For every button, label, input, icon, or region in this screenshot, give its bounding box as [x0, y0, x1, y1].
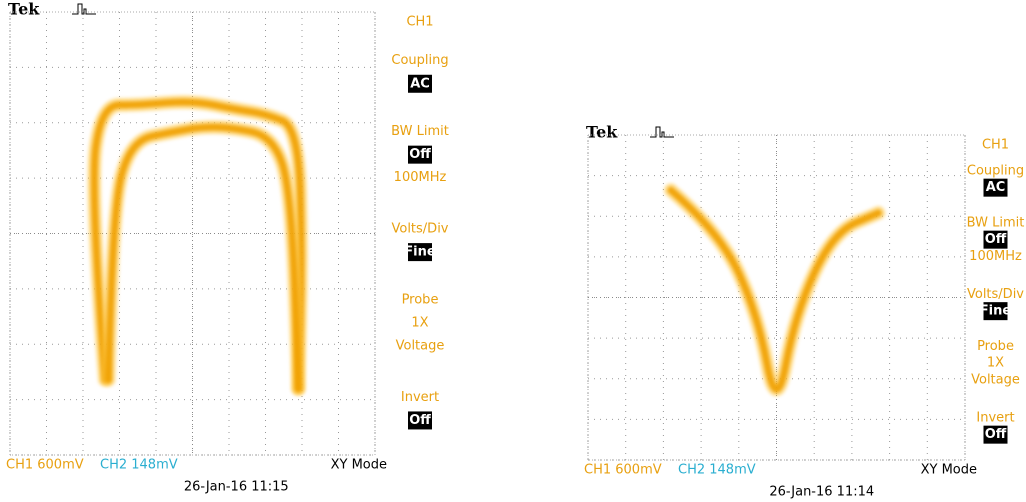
menu-label: Invert	[976, 410, 1014, 425]
menu-value: Fine	[404, 245, 436, 260]
menu-label: Coupling	[967, 163, 1024, 178]
menu-label: Coupling	[391, 53, 448, 68]
screen-bg	[0, 0, 465, 500]
menu-value: AC	[410, 76, 430, 91]
menu-value: Off	[409, 413, 431, 428]
display-mode: XY Mode	[331, 458, 387, 473]
menu-label: Probe	[402, 292, 439, 307]
menu-detail: 100MHz	[394, 170, 447, 185]
menu-label: Invert	[401, 390, 439, 405]
menu-label: Volts/Div	[967, 287, 1024, 302]
menu-value: Fine	[980, 304, 1012, 319]
menu-detail: 100MHz	[969, 249, 1022, 264]
timestamp: 26-Jan-16 11:15	[184, 480, 289, 495]
brand: Tek	[586, 123, 618, 142]
menu-detail: Voltage	[971, 373, 1020, 388]
menu-label: Probe	[977, 339, 1014, 354]
menu-label: Volts/Div	[391, 222, 448, 237]
scope-screen: Tek CH1 Coupling AC BW Limit Off 100MHz Volts/D…	[0, 0, 465, 500]
menu-label: BW Limit	[967, 215, 1025, 230]
menu-value: Off	[985, 232, 1007, 247]
menu-detail: 1X	[411, 315, 428, 330]
menu-label: BW Limit	[391, 124, 449, 139]
ch2-scale: CH2 148mV	[100, 458, 178, 473]
channel-label: CH1	[982, 138, 1009, 153]
menu-detail: 1X	[987, 356, 1004, 371]
channel-label: CH1	[406, 15, 433, 30]
timestamp: 26-Jan-16 11:14	[769, 485, 874, 500]
ch2-scale: CH2 148mV	[678, 463, 756, 478]
brand: Tek	[8, 0, 40, 19]
page: Tek CH1 Coupling AC BW Limit Off 100MHz Volts/D…	[0, 0, 1026, 502]
menu-value: Off	[409, 147, 431, 162]
ch1-scale: CH1 600mV	[584, 463, 662, 478]
menu-detail: Voltage	[396, 339, 445, 354]
menu-value: AC	[986, 180, 1006, 195]
ch1-scale: CH1 600mV	[6, 458, 84, 473]
display-mode: XY Mode	[921, 463, 977, 478]
scope-screen: Tek CH1 Coupling AC BW Limit Off 100MHz Volts/D…	[578, 117, 1026, 502]
menu-value: Off	[985, 427, 1007, 442]
